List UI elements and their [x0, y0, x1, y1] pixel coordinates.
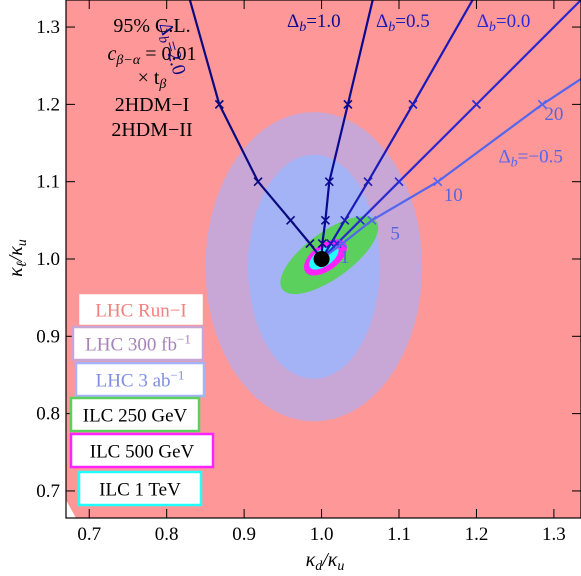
delta-label-1: Δb=2.0: [152, 20, 190, 78]
marker-5-3: [433, 177, 443, 187]
curve-2: [320, 0, 374, 260]
tb-label-4: 20: [544, 104, 563, 125]
region-lhc-run1-edge: [66, 500, 76, 518]
annotation-cba: cβ−α = 0.01: [108, 43, 197, 68]
legend-label-3: LHC 3 ab−1: [96, 368, 185, 392]
marker-5-1: [337, 238, 348, 249]
marker-1-4: [305, 238, 315, 249]
y-axis-title: κℓ/κu: [5, 239, 30, 277]
delta-b-curves: [188, 0, 581, 260]
annotation-tb: × tβ: [138, 67, 167, 92]
x-tick-label: 0.9: [232, 524, 256, 545]
x-axis-title: κd/κu: [306, 549, 345, 574]
delta-label-5: Δb=−0.5: [498, 146, 562, 170]
x-tick-label: 0.8: [155, 524, 179, 545]
legend-box-3: [74, 361, 206, 398]
tb-label-3: 10: [444, 185, 463, 206]
legend-box-4: [69, 396, 201, 433]
marker-3-2: [340, 215, 350, 225]
axis-ticks: 0.7 0.8 0.9 1.0 1.1 1.2 1.3 0.7 0.8 0.9 1.0 1.1 1.2 1…: [36, 0, 581, 545]
x-tick-label: 0.7: [77, 524, 101, 545]
marker-3-4: [408, 99, 418, 109]
marker-5-2: [367, 215, 377, 225]
y-tick-label: 0.8: [36, 404, 60, 425]
marker-4-3: [394, 177, 404, 187]
legend-box-1: [76, 291, 206, 328]
marker-1-3: [286, 215, 296, 225]
legend-box-5: [69, 432, 215, 469]
y-tick-label: 1.3: [36, 17, 60, 38]
marker-4-4: [471, 99, 482, 109]
delta-label-3: Δb=0.5: [376, 11, 430, 35]
y-tick-label: 1.0: [36, 249, 60, 270]
legend-box-2: [71, 325, 205, 362]
legend-label-6: ILC 1 TeV: [99, 480, 181, 501]
legend-label-1: LHC Run−I: [95, 301, 186, 322]
x-tick-label: 1.0: [310, 524, 334, 545]
marker-1-1: [214, 99, 224, 109]
legend-label-5: ILC 500 GeV: [90, 442, 195, 463]
x-tick-label: 1.3: [542, 524, 566, 545]
annotation: 95% C.L. cβ−α = 0.01 × tβ 2HDM−I 2HDM−II: [108, 15, 197, 141]
delta-label-2: Δb=1.0: [287, 11, 341, 35]
sm-point: [313, 251, 330, 267]
x-tick-label: 1.1: [387, 524, 411, 545]
delta-label-4: Δb=0.0: [477, 11, 531, 35]
marker-2-4: [343, 99, 353, 109]
marker-5-4: [537, 99, 547, 109]
marker-3-3: [363, 177, 373, 187]
y-tick-label: 1.1: [36, 172, 60, 193]
marker-2-3: [324, 177, 334, 187]
marker-4-2: [355, 215, 365, 225]
marker-2-1: [317, 238, 327, 249]
legend-box-6: [77, 470, 203, 507]
tb-label-2: 5: [390, 224, 400, 245]
legend-label-4: ILC 250 GeV: [83, 406, 188, 427]
marker-1-2: [253, 177, 263, 187]
tb-label-1: 1: [340, 247, 350, 268]
y-tick-label: 1.2: [36, 94, 60, 115]
annotation-cl: 95% C.L.: [113, 15, 190, 37]
annotation-type2: 2HDM−II: [111, 119, 192, 141]
legend-label-2: LHC 300 fb−1: [85, 332, 191, 356]
x-tick-label: 1.2: [465, 524, 489, 545]
marker-2-2: [320, 215, 331, 225]
y-tick-label: 0.7: [36, 481, 60, 502]
curve-labels: Δb=2.0 Δb=1.0 Δb=0.5 Δb=0.0 Δb=−0.5 1 5 10 20: [152, 11, 563, 268]
legend: LHC Run−I LHC 300 fb−1 LHC 3 ab−1 ILC 250 G…: [69, 291, 215, 507]
y-tick-label: 0.9: [36, 326, 60, 347]
annotation-type1: 2HDM−I: [115, 94, 190, 116]
